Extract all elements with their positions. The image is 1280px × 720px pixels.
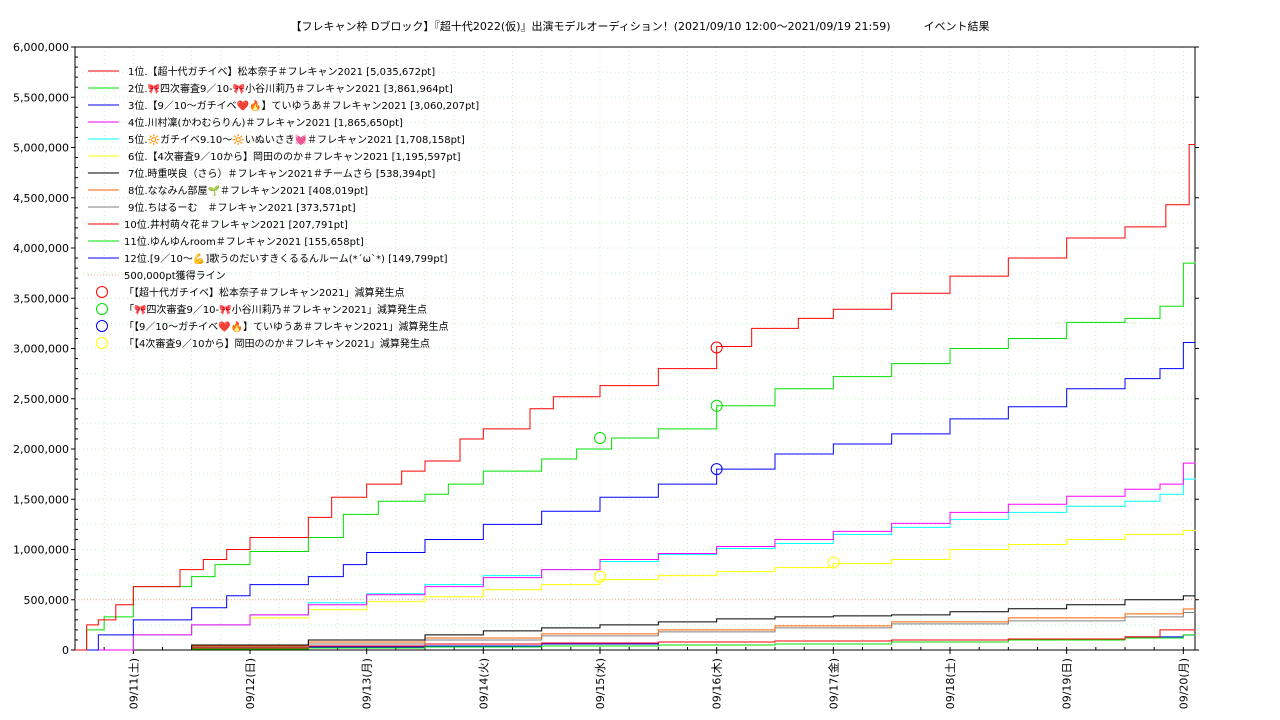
legend-label-11: 11位.ゆんゆんroom＃フレキャン2021 [155,658pt] [124, 235, 364, 248]
y-tick-label: 2,500,000 [13, 393, 69, 406]
y-tick-label: 3,000,000 [13, 343, 69, 356]
y-tick-label: 1,000,000 [13, 544, 69, 557]
legend-label-5: 5位.🔆ガチイベ9.10〜🔆いぬいさき💓＃フレキャン2021 [1,708,15… [128, 133, 465, 146]
deduction-marker-2 [710, 399, 723, 412]
deduction-marker-4 [594, 570, 606, 583]
y-tick-label: 4,000,000 [13, 242, 69, 255]
legend-label-6: 6位.【4次審査9／10から】岡田ののか＃フレキャン2021 [1,195,59… [128, 150, 461, 163]
legend-marker-label-3: 「【9／10〜ガチイベ❤️🔥】ていゆうあ＃フレキャン2021」減算発生点 [124, 320, 448, 333]
x-tick-label: 09/18(土) [944, 658, 957, 709]
x-tick-label: 09/17(金) [826, 658, 840, 709]
chart-title: 【フレキャン枠 Dブロック】『超十代2022(仮)』出演モデルオーディション！(… [290, 20, 990, 33]
deduction-marker-2 [594, 431, 606, 444]
legend-label-12: 12位.[9／10〜💪]歌うのだいすきくるるんルーム(*´ω`*) [149,7… [124, 252, 448, 265]
y-tick-label: 6,000,000 [13, 41, 69, 54]
x-tick-label: 09/12(日) [244, 658, 257, 709]
x-tick-label: 09/13(月) [361, 658, 374, 709]
y-tick-label: 500,000 [24, 594, 70, 607]
legend-label-2: 2位.🎀四次審査9／10-🎀小谷川莉乃＃フレキャン2021 [3,861,964… [128, 82, 453, 95]
series-line-2 [75, 261, 1196, 651]
markers [594, 341, 840, 583]
legend: 1位.【超十代ガチイベ】松本奈子＃フレキャン2021 [5,035,672pt]… [88, 65, 479, 350]
legend-marker-label-2: 「🎀四次審査9／10-🎀小谷川莉乃＃フレキャン2021」減算発生点 [124, 303, 427, 316]
legend-marker-label-1: 「【超十代ガチイベ】松本奈子＃フレキャン2021」減算発生点 [124, 286, 404, 299]
series-line-7 [75, 595, 1196, 651]
x-tick-label: 09/16(木) [711, 658, 724, 709]
series-line-6 [75, 529, 1196, 651]
deduction-marker-4 [827, 556, 840, 569]
legend-label-1: 1位.【超十代ガチイベ】松本奈子＃フレキャン2021 [5,035,672pt] [128, 65, 435, 78]
series-lines [75, 143, 1196, 651]
legend-marker-label-4: 「【4次審査9／10から】岡田ののか＃フレキャン2021」減算発生点 [124, 337, 430, 350]
x-tick-label: 09/15(水) [594, 658, 607, 709]
legend-label-9: 9位.ちはるーむ ＃フレキャン2021 [373,571pt] [128, 201, 356, 214]
legend-marker-4 [96, 337, 108, 349]
y-tick-label: 2,000,000 [13, 443, 69, 456]
series-line-4 [75, 462, 1196, 651]
legend-label-8: 8位.ななみん部屋🌱＃フレキャン2021 [408,019pt] [128, 184, 368, 197]
series-line-1 [75, 143, 1196, 651]
legend-label-10: 10位.井村萌々花＃フレキャン2021 [207,791pt] [124, 218, 348, 231]
x-tick-label: 09/11(土) [127, 658, 140, 709]
legend-label-reference: 500,000pt獲得ライン [124, 269, 226, 282]
legend-label-7: 7位.時重咲良（さら）＃フレキャン2021＃チームさら [538,394pt] [128, 167, 435, 180]
series-line-3 [75, 341, 1196, 651]
deduction-marker-3 [710, 463, 723, 476]
legend-label-3: 3位.【9／10〜ガチイベ❤️🔥】ていゆうあ＃フレキャン2021 [3,060,… [128, 99, 479, 112]
y-tick-label: 5,500,000 [13, 91, 69, 104]
grid [75, 47, 1195, 650]
deduction-marker-1 [710, 341, 723, 354]
y-tick-label: 5,000,000 [13, 142, 69, 155]
y-tick-label: 0 [62, 644, 69, 657]
y-tick-label: 4,500,000 [13, 192, 69, 205]
legend-marker-2 [96, 303, 108, 315]
legend-marker-1 [96, 286, 108, 298]
legend-label-4: 4位.川村凜(かわむらりん)＃フレキャン2021 [1,865,650pt] [128, 116, 403, 129]
y-tick-label: 3,500,000 [13, 292, 69, 305]
x-tick-label: 09/14(火) [477, 658, 490, 709]
y-tick-label: 1,500,000 [13, 493, 69, 506]
axes: 0 500,000 1,000,000 1,500,000 2,000,000 2,500… [13, 41, 1199, 709]
legend-marker-3 [96, 320, 108, 332]
x-tick-label: 09/20(月) [1177, 658, 1190, 709]
x-tick-label: 09/19(日) [1061, 658, 1074, 709]
